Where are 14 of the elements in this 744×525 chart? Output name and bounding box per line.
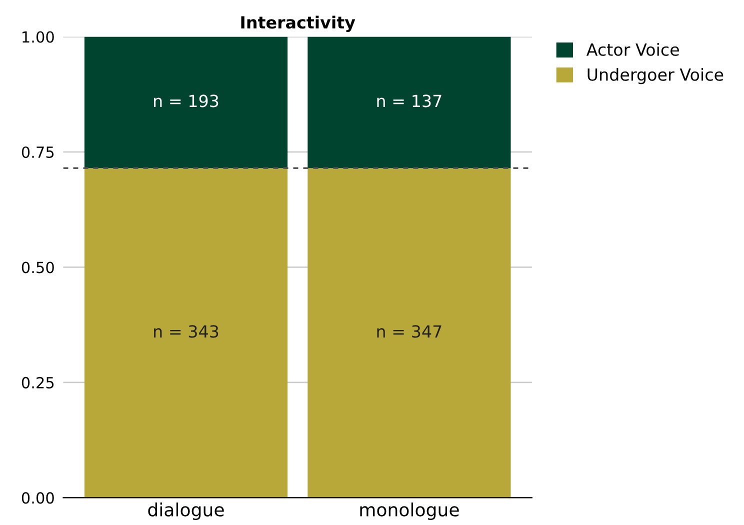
chart-title: Interactivity xyxy=(241,16,356,32)
annotation: n = 347 xyxy=(377,325,442,338)
annotation: n = 343 xyxy=(154,325,218,338)
x-tick-label: dialogue xyxy=(148,502,224,520)
x-tick-label: monologue xyxy=(360,502,459,520)
legend-label: Actor Voice xyxy=(586,43,679,56)
y-tick-label: 0.75 xyxy=(22,146,54,158)
y-tick-label: 0.00 xyxy=(22,492,54,504)
y-tick-label: 0.50 xyxy=(22,262,54,274)
y-tick-label: 0.25 xyxy=(22,376,54,388)
legend-label: Undergoer Voice xyxy=(588,68,724,84)
y-tick-label: 1.00 xyxy=(22,31,54,43)
annotation: n = 137 xyxy=(377,94,442,108)
annotation: n = 193 xyxy=(154,94,218,108)
